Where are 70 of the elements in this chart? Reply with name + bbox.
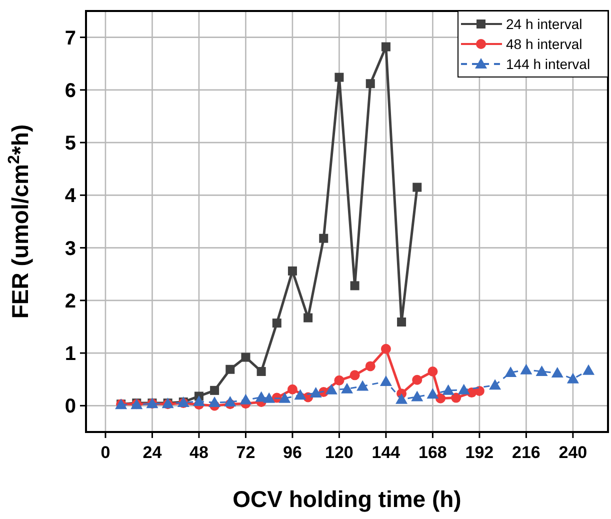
point <box>356 380 369 391</box>
point <box>551 367 564 378</box>
point <box>397 318 406 327</box>
point <box>304 313 313 322</box>
y-tick-label: 6 <box>64 80 76 102</box>
point <box>365 361 376 372</box>
x-tick-label: 192 <box>465 443 494 462</box>
point <box>350 370 360 380</box>
point <box>489 379 502 390</box>
point <box>325 384 338 394</box>
point <box>426 388 439 399</box>
point <box>536 365 548 376</box>
point <box>412 374 422 385</box>
point <box>272 318 282 328</box>
y-tick-label: 1 <box>64 343 76 366</box>
point <box>341 382 353 394</box>
point <box>566 372 579 384</box>
point <box>428 366 438 376</box>
point <box>334 72 344 82</box>
legend-label: 144 h interval <box>506 56 590 72</box>
x-tick-label: 144 <box>372 443 401 462</box>
y-tick-label: 4 <box>64 185 77 208</box>
x-tick-label: 0 <box>100 443 110 462</box>
point <box>241 352 250 362</box>
y-tick-label: 7 <box>64 27 76 50</box>
point <box>451 392 462 403</box>
point <box>263 392 276 403</box>
point <box>380 375 392 386</box>
point <box>380 344 391 354</box>
point <box>411 390 424 402</box>
point <box>520 364 532 374</box>
point <box>310 387 322 398</box>
point <box>210 386 220 395</box>
point <box>442 384 454 395</box>
point <box>294 389 306 400</box>
point <box>350 281 360 290</box>
point <box>366 79 375 88</box>
y-tick-label: 0 <box>64 396 76 418</box>
y-tick-label: 3 <box>64 238 76 260</box>
point <box>240 394 252 404</box>
y-tick-label: 5 <box>64 132 76 155</box>
point <box>474 386 484 396</box>
point <box>412 182 422 192</box>
point <box>224 396 236 407</box>
point <box>287 384 298 394</box>
point <box>192 395 205 406</box>
point <box>208 396 221 408</box>
point <box>278 392 291 403</box>
x-tick-label: 96 <box>283 443 302 462</box>
x-tick-label: 72 <box>236 443 256 462</box>
point <box>288 266 297 276</box>
x-tick-label: 216 <box>512 443 540 462</box>
point <box>381 42 390 52</box>
x-tick-label: 240 <box>558 443 588 462</box>
point <box>458 384 470 394</box>
y-tick-label: 2 <box>64 290 76 312</box>
legend-label: 24 h interval <box>506 16 582 32</box>
point <box>504 366 517 378</box>
x-tick-label: 24 <box>142 443 162 462</box>
x-tick-label: 48 <box>190 443 208 462</box>
x-tick-label: 168 <box>418 443 447 462</box>
point <box>396 393 408 404</box>
legend-label: 48 h interval <box>506 36 582 52</box>
x-axis-title: OCV holding time (h) <box>232 486 462 512</box>
point <box>582 364 595 375</box>
x-tick-label: 120 <box>325 443 354 462</box>
point <box>334 375 344 386</box>
point <box>256 366 266 376</box>
point <box>319 234 328 243</box>
point <box>226 364 235 374</box>
